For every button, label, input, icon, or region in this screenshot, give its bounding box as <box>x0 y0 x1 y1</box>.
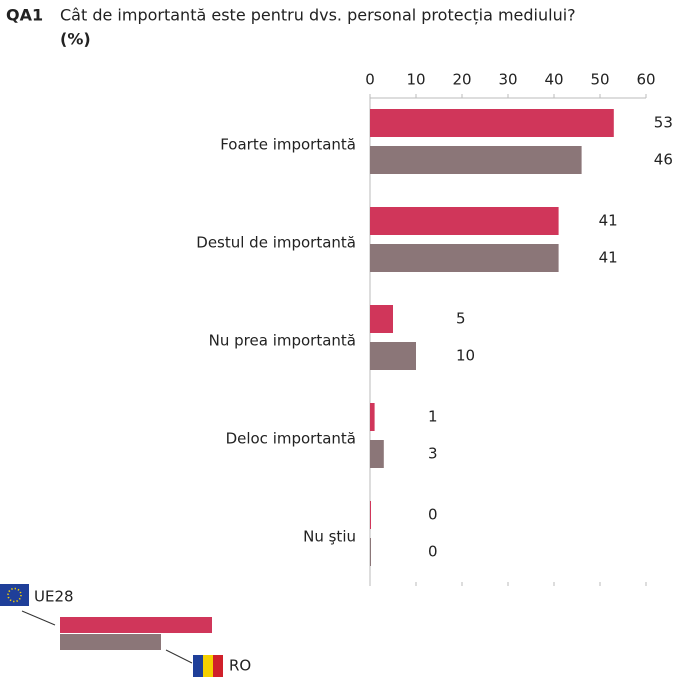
bar <box>370 305 393 333</box>
category-label: Deloc importantă <box>226 430 356 448</box>
value-label: 10 <box>456 347 475 365</box>
x-tick-label: 40 <box>544 71 563 89</box>
bar <box>370 403 375 431</box>
legend-swatch <box>60 617 212 633</box>
bar <box>370 440 384 468</box>
legend-pointer <box>21 610 56 626</box>
legend-label: UE28 <box>34 588 74 606</box>
bar <box>370 342 416 370</box>
bar <box>370 109 614 137</box>
question-code: QA1 <box>6 6 43 25</box>
value-label: 41 <box>599 212 618 230</box>
x-tick-label: 10 <box>406 71 425 89</box>
bar <box>370 501 371 529</box>
category-label: Foarte importantă <box>220 136 356 154</box>
value-label: 1 <box>428 408 438 426</box>
bar <box>370 538 371 566</box>
x-tick-label: 60 <box>636 71 655 89</box>
legend-swatch <box>60 634 161 650</box>
category-label: Nu prea importantă <box>209 332 356 350</box>
legend-label: RO <box>229 657 251 675</box>
x-tick-label: 20 <box>452 71 471 89</box>
category-label: Nu ştiu <box>303 528 356 546</box>
eu-flag <box>0 584 29 606</box>
value-label: 53 <box>654 114 673 132</box>
category-label: Destul de importantă <box>196 234 356 252</box>
x-tick-label: 0 <box>365 71 375 89</box>
value-label: 3 <box>428 445 438 463</box>
value-label: 5 <box>456 310 466 328</box>
x-tick-label: 50 <box>590 71 609 89</box>
bar <box>370 244 559 272</box>
x-tick-label: 30 <box>498 71 517 89</box>
bar <box>370 146 582 174</box>
ro-flag <box>193 655 223 677</box>
value-label: 46 <box>654 151 673 169</box>
bar <box>370 207 559 235</box>
value-label: 0 <box>428 543 438 561</box>
legend-pointer <box>165 649 193 664</box>
value-label: 0 <box>428 506 438 524</box>
chart-title: Cât de importantă este pentru dvs. perso… <box>60 6 576 25</box>
chart-subtitle: (%) <box>60 30 91 49</box>
value-label: 41 <box>599 249 618 267</box>
